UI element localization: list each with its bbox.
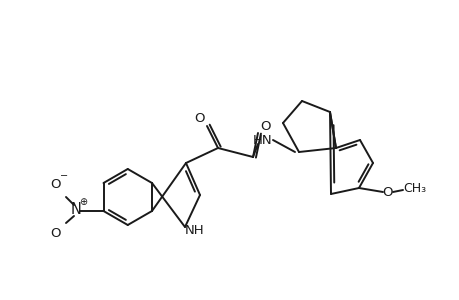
Text: N: N — [70, 202, 81, 217]
Text: CH₃: CH₃ — [403, 182, 425, 196]
Text: −: − — [60, 171, 68, 181]
Text: O: O — [194, 112, 205, 125]
Text: O: O — [50, 227, 61, 241]
Text: O: O — [50, 178, 61, 190]
Text: ⊕: ⊕ — [79, 197, 87, 207]
Text: O: O — [382, 185, 392, 199]
Text: NH: NH — [185, 224, 204, 238]
Text: HN: HN — [252, 134, 272, 148]
Text: O: O — [260, 119, 271, 133]
